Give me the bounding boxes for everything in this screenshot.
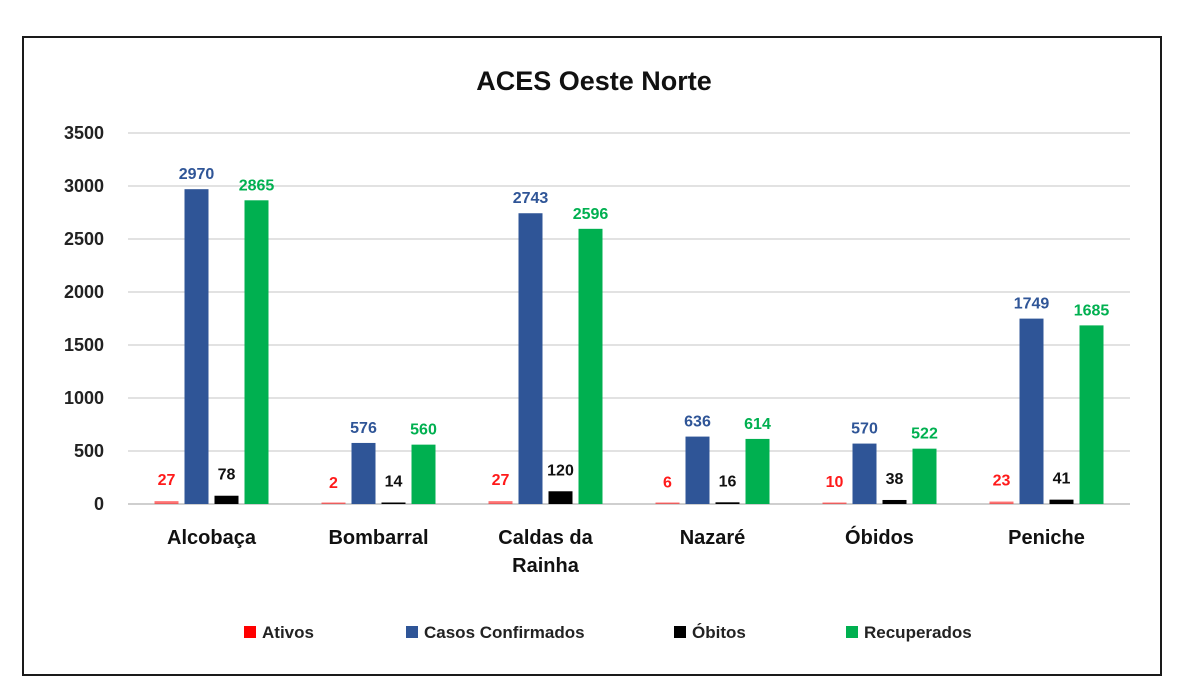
x-axis: Alcobaça Bombarral Caldas da Rainha Nazaré Ób…	[167, 525, 1085, 577]
legend-label: Recuperados	[864, 623, 972, 642]
bar	[184, 189, 209, 504]
legend-swatch	[244, 626, 256, 638]
data-label: 41	[1053, 471, 1071, 488]
data-label: 10	[826, 474, 844, 491]
data-label: 2970	[179, 166, 215, 183]
data-label: 522	[911, 426, 938, 443]
bar	[1049, 499, 1074, 504]
category-label: Alcobaça	[167, 527, 257, 549]
gridlines	[128, 132, 1130, 505]
chart-title: ACES Oeste Norte	[476, 66, 712, 96]
category-label: Bombarral	[328, 527, 428, 549]
bar	[488, 501, 513, 504]
data-label: 614	[744, 416, 771, 433]
y-tick-label: 1000	[64, 388, 104, 408]
data-label: 16	[719, 473, 737, 490]
bar	[715, 502, 740, 504]
category-label: Rainha	[512, 555, 580, 577]
bar	[655, 502, 680, 504]
legend-label: Óbitos	[692, 623, 746, 642]
bar	[912, 448, 937, 504]
bar	[989, 501, 1014, 504]
bar	[1079, 325, 1104, 504]
data-label: 120	[547, 462, 574, 479]
y-tick-label: 2000	[64, 282, 104, 302]
category-label: Nazaré	[680, 527, 746, 549]
legend-label: Ativos	[262, 623, 314, 642]
data-label: 38	[886, 471, 904, 488]
bar	[578, 228, 603, 504]
data-label: 560	[410, 422, 437, 439]
chart-frame: ACES Oeste Norte 0 500 1000 1500 2000 2500 300…	[22, 36, 1162, 676]
data-label: 570	[851, 421, 878, 438]
y-tick-label: 2500	[64, 229, 104, 249]
data-label: 1749	[1014, 296, 1050, 313]
category-label: Óbidos	[845, 525, 914, 549]
y-tick-label: 500	[74, 441, 104, 461]
data-label: 6	[663, 474, 672, 491]
data-label: 27	[158, 472, 176, 489]
bar	[882, 499, 907, 504]
legend-swatch	[406, 626, 418, 638]
y-axis: 0 500 1000 1500 2000 2500 3000 3500	[64, 123, 104, 514]
bar	[214, 495, 239, 504]
bar	[244, 200, 269, 504]
bar	[1019, 318, 1044, 504]
data-labels: 27 2970 78 2865 2 576 14 560 27 2743 120 2596 6 636 16…	[158, 166, 1110, 492]
data-label: 23	[993, 473, 1011, 490]
legend-label: Casos Confirmados	[424, 623, 585, 642]
legend: Ativos Casos Confirmados Óbitos Recuperados	[244, 623, 972, 642]
bar	[518, 213, 543, 504]
bar	[852, 443, 877, 504]
legend-swatch	[674, 626, 686, 638]
legend-swatch	[846, 626, 858, 638]
data-label: 2743	[513, 190, 549, 207]
data-label: 2865	[239, 177, 275, 194]
data-label: 576	[350, 420, 377, 437]
data-label: 14	[385, 474, 403, 491]
data-label: 2596	[573, 206, 609, 223]
bar-chart: ACES Oeste Norte 0 500 1000 1500 2000 2500 300…	[64, 66, 1130, 642]
bar	[154, 501, 179, 504]
bar	[745, 438, 770, 504]
bar	[685, 436, 710, 504]
y-tick-label: 0	[94, 494, 104, 514]
y-tick-label: 3000	[64, 176, 104, 196]
bar	[822, 502, 847, 504]
bar	[381, 502, 406, 504]
bar	[411, 444, 436, 504]
data-label: 636	[684, 414, 711, 431]
y-tick-label: 1500	[64, 335, 104, 355]
data-label: 2	[329, 475, 338, 492]
y-tick-label: 3500	[64, 123, 104, 143]
data-label: 78	[218, 467, 236, 484]
bar	[351, 442, 376, 504]
data-label: 1685	[1074, 302, 1110, 319]
category-label: Caldas da	[498, 527, 593, 549]
bar	[548, 491, 573, 504]
bars	[154, 189, 1104, 504]
data-label: 27	[492, 472, 510, 489]
bar	[321, 502, 346, 504]
category-label: Peniche	[1008, 527, 1085, 549]
